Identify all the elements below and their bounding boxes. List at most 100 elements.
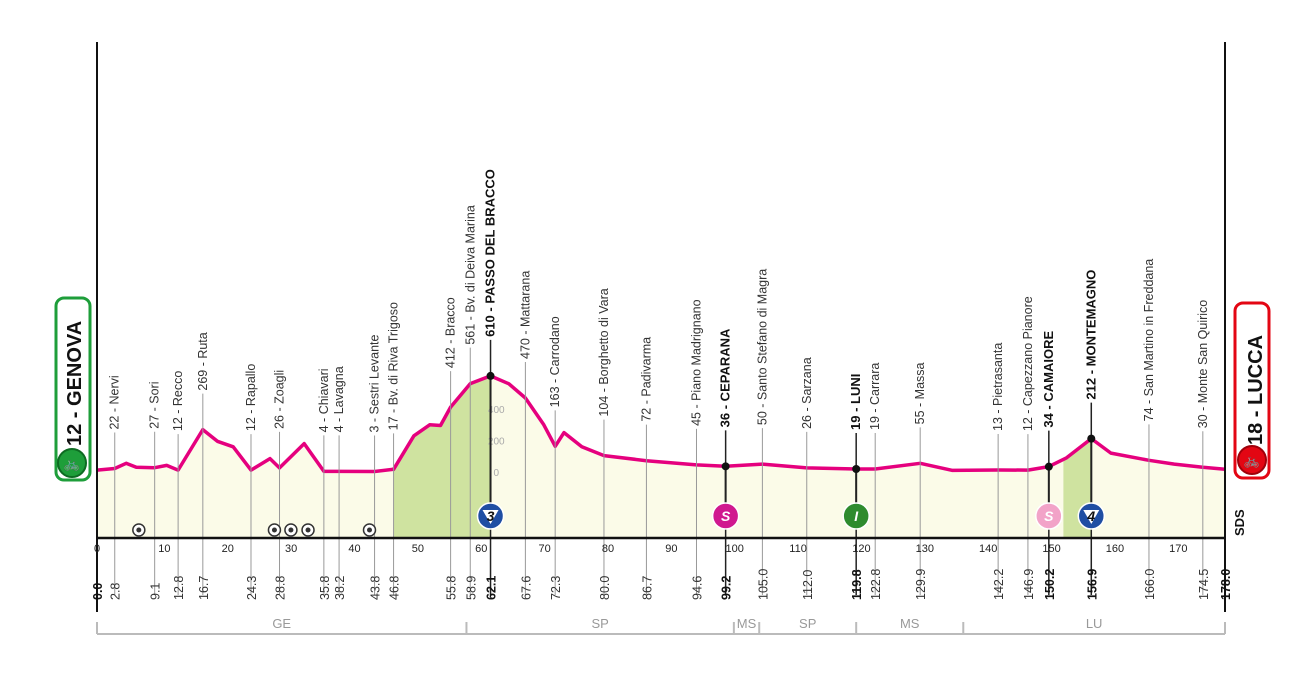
province-label: LU xyxy=(1086,616,1103,631)
sprint_light-icon xyxy=(1035,502,1063,530)
km-label: 156.9 xyxy=(1085,569,1099,600)
waypoint-label: 212 - MONTEMAGNO xyxy=(1083,270,1098,400)
finish-badge: 18 - LUCCA 🚲 xyxy=(1233,301,1271,480)
waypoint-label: 26 - Zoagli xyxy=(273,370,287,429)
waypoint-label: 19 - Carrara xyxy=(868,363,882,430)
profile-area: 0 200 400 xyxy=(96,374,1226,538)
waypoint-label: 30 - Monte San Quirico xyxy=(1196,300,1210,429)
x-tick-label: 30 xyxy=(285,543,297,555)
waypoint-label: 26 - Sarzana xyxy=(800,357,814,429)
province-label: MS xyxy=(737,616,757,631)
marker-label: 3 xyxy=(487,508,495,524)
x-tick-label: 80 xyxy=(602,543,614,555)
tunnel-core xyxy=(305,527,311,533)
km-label: 55.8 xyxy=(445,576,459,600)
waypoint-label: 470 - Mattarana xyxy=(518,271,532,359)
waypoint-label: 4 - Lavagna xyxy=(332,366,346,432)
waypoint-label: 163 - Carrodano xyxy=(548,316,562,407)
marker-label: I xyxy=(854,508,859,524)
km-label: 86.7 xyxy=(640,576,654,600)
marker-label: 4 xyxy=(1086,508,1095,524)
x-tick-label: 170 xyxy=(1169,543,1187,555)
km-label: 174.5 xyxy=(1197,569,1211,600)
intermediate-icon xyxy=(842,502,870,530)
x-tick-label: 0 xyxy=(94,543,100,555)
x-tick-label: 120 xyxy=(852,543,870,555)
waypoint-label: 13 - Pietrasanta xyxy=(991,343,1005,431)
x-tick-label: 130 xyxy=(916,543,934,555)
km-label: 24.3 xyxy=(245,576,259,600)
x-tick-label: 70 xyxy=(538,543,550,555)
cyclist-start-icon xyxy=(57,448,87,478)
km-label: 16.7 xyxy=(197,576,211,600)
km-label: 72.3 xyxy=(549,576,563,600)
x-tick-label: 110 xyxy=(789,543,807,555)
finish-label: 18 - LUCCA xyxy=(1245,335,1267,445)
km-label: 178.0 xyxy=(1219,569,1233,600)
kom-triangle-icon xyxy=(1083,510,1100,524)
summit-dot xyxy=(1087,434,1096,443)
summit-dot xyxy=(721,462,730,471)
province-label: MS xyxy=(900,616,920,631)
waypoint-label: 55 - Massa xyxy=(913,362,927,424)
marker-label: S xyxy=(721,508,731,524)
tunnel-icon xyxy=(362,523,377,537)
km-label: 67.6 xyxy=(519,576,533,600)
waypoint-label: 4 - Chiavari xyxy=(317,368,331,432)
summit-dot xyxy=(852,465,861,474)
x-tick-label: 140 xyxy=(979,543,997,555)
waypoint-label: 17 - Bv. di Riva Trigoso xyxy=(387,302,401,430)
km-label: 112.0 xyxy=(801,570,815,600)
km-label: 43.8 xyxy=(369,576,383,600)
waypoint-label: 36 - CEPARANA xyxy=(718,328,733,427)
tunnel-icon xyxy=(301,523,315,537)
tunnel-core xyxy=(366,527,372,533)
km-label: 28.8 xyxy=(274,576,288,600)
province-bar: GE SP MS SP MS LU xyxy=(96,616,1226,635)
start-label: 12 - GENOVA xyxy=(64,321,86,446)
tunnel-icon xyxy=(284,523,298,537)
km-label: 105.0 xyxy=(756,569,770,600)
km-label: 122.8 xyxy=(869,569,883,600)
waypoint-label: 27 - Sori xyxy=(148,381,162,428)
tunnel-core xyxy=(136,527,142,533)
km-label: 9.1 xyxy=(149,583,163,600)
elevation-tick: 200 xyxy=(488,437,505,448)
waypoint-label: 12 - Capezzano Pianore xyxy=(1021,296,1035,431)
waypoint-label: 104 - Borghetto di Vara xyxy=(597,288,611,416)
km-label: 142.2 xyxy=(992,569,1006,600)
x-tick-label: 50 xyxy=(412,543,424,555)
province-label: SP xyxy=(591,616,608,631)
km-label: 12.8 xyxy=(172,576,186,600)
waypoint-label: 269 - Ruta xyxy=(196,332,210,390)
km-label: 94.6 xyxy=(690,576,704,600)
province-label: SP xyxy=(799,616,816,631)
waypoint-label: 50 - Santo Stefano di Magra xyxy=(755,269,769,425)
waypoint-lines xyxy=(114,339,1204,595)
km-label: 146.9 xyxy=(1022,569,1036,600)
tunnel-core xyxy=(288,527,294,533)
x-tick-label: 10 xyxy=(158,543,170,555)
profile-line xyxy=(96,374,1226,474)
waypoint-label: 72 - Padivarma xyxy=(639,337,653,422)
waypoint-labels: 0.0 178.0 22 - Nervi 2.8 27 - Sori 9.1 12 - Re… xyxy=(91,169,1233,600)
waypoint-label: 12 - Rapallo xyxy=(244,364,258,431)
axis: 0 10 20 30 40 50 60 70 80 90 100 110 120 130 140 150 160… xyxy=(94,42,1226,612)
km-label: 62.1 xyxy=(485,576,499,600)
tunnel-icon xyxy=(132,523,146,537)
profile-fill xyxy=(97,375,1225,538)
kom-triangle-icon xyxy=(482,510,499,524)
sprint-icon xyxy=(711,502,740,530)
marker-label: S xyxy=(1044,508,1054,524)
x-tick-label: 40 xyxy=(348,543,360,555)
waypoint-label: 74 - San Martino in Freddana xyxy=(1142,259,1156,422)
waypoint-label: 412 - Bracco xyxy=(444,297,458,368)
km-label: 119.8 xyxy=(850,569,864,600)
summit-dot xyxy=(486,371,495,380)
km-label: 2.8 xyxy=(109,583,123,600)
summit-dot xyxy=(1044,462,1053,471)
svg-text:🚲: 🚲 xyxy=(64,456,80,471)
start-badge: 12 - GENOVA 🚲 xyxy=(54,296,92,482)
km-label: 35.8 xyxy=(318,576,332,600)
